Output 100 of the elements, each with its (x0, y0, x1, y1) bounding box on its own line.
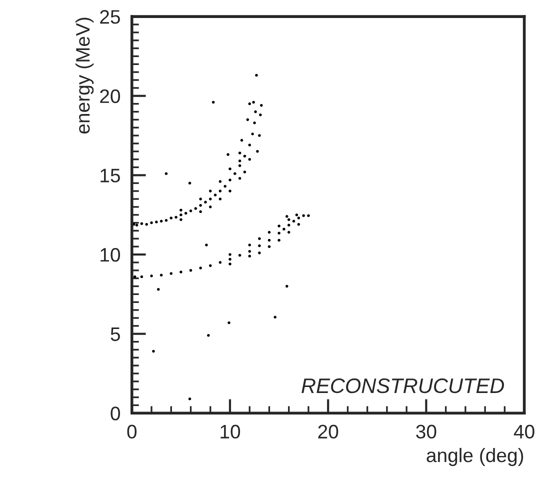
point (212, 100, 215, 104)
point (228, 321, 230, 324)
point (208, 206, 212, 208)
point (252, 100, 255, 104)
point (243, 170, 246, 174)
point (164, 219, 168, 222)
point (238, 152, 242, 154)
point (238, 160, 242, 162)
y-tick-label: 25 (100, 10, 120, 24)
point (228, 178, 232, 182)
point (292, 220, 296, 223)
x-tick-label: 10 (220, 424, 240, 439)
point (258, 134, 261, 137)
point (152, 350, 155, 353)
point (150, 274, 153, 278)
point (145, 222, 148, 226)
point (170, 272, 173, 275)
point (226, 153, 230, 156)
point (297, 216, 300, 220)
point (238, 254, 242, 257)
point (228, 253, 232, 256)
point (218, 198, 222, 200)
point (228, 167, 232, 170)
point (302, 214, 305, 218)
y-tick-label: 15 (100, 168, 120, 182)
annotation: RECONSTRUCUTED (302, 378, 504, 394)
point (150, 221, 153, 224)
point (194, 207, 198, 210)
point (253, 121, 256, 124)
point (188, 182, 192, 185)
point (228, 258, 232, 261)
point (180, 213, 182, 216)
y-tick-label: 0 (110, 406, 120, 420)
x-tick-label: 40 (514, 424, 534, 439)
point (180, 218, 182, 222)
point (135, 224, 138, 227)
point (207, 334, 210, 337)
x-tick-label: 30 (416, 424, 436, 439)
point (180, 270, 182, 274)
point (170, 216, 173, 220)
point (240, 138, 244, 142)
point (160, 220, 163, 223)
point (286, 215, 288, 218)
point (199, 266, 202, 270)
y-tick-label: 20 (100, 89, 120, 104)
point (246, 118, 250, 122)
point (254, 110, 257, 114)
point (258, 244, 261, 248)
point (255, 74, 258, 77)
point (258, 252, 261, 254)
point (258, 237, 261, 240)
point (155, 220, 158, 224)
point (307, 214, 310, 218)
point (248, 250, 251, 253)
x-axis-title: angle (deg) (426, 448, 524, 466)
point (251, 132, 254, 136)
point (248, 158, 251, 161)
point (282, 228, 286, 231)
point (268, 245, 271, 248)
point (278, 238, 280, 242)
point (218, 190, 222, 192)
point (218, 180, 222, 183)
point (248, 254, 251, 258)
point (204, 200, 207, 204)
point (199, 210, 202, 214)
point (140, 275, 144, 278)
point (199, 204, 202, 207)
point (174, 216, 178, 219)
y-tick-label: 5 (110, 328, 120, 342)
point (274, 316, 277, 319)
point (180, 208, 182, 212)
point (287, 230, 290, 234)
point (287, 224, 290, 227)
point (228, 262, 232, 266)
point (268, 230, 271, 234)
point (238, 176, 242, 180)
point (208, 198, 212, 200)
point (140, 222, 144, 225)
point (184, 212, 188, 215)
point (248, 102, 251, 106)
point (156, 288, 160, 291)
point (189, 210, 192, 212)
y-tick-label: 10 (100, 248, 120, 262)
point (278, 232, 280, 234)
point (268, 238, 271, 242)
point (164, 172, 168, 175)
y-axis-title: energy (MeV) (75, 18, 94, 134)
point (259, 114, 262, 116)
point (208, 190, 212, 192)
point (228, 190, 232, 192)
point (238, 164, 242, 168)
point (188, 397, 192, 400)
point (295, 213, 298, 216)
point (224, 184, 226, 188)
point (248, 144, 251, 146)
point (160, 274, 163, 277)
x-tick-label: 20 (318, 424, 338, 439)
point (286, 284, 288, 288)
point (199, 198, 202, 200)
point (205, 244, 208, 246)
